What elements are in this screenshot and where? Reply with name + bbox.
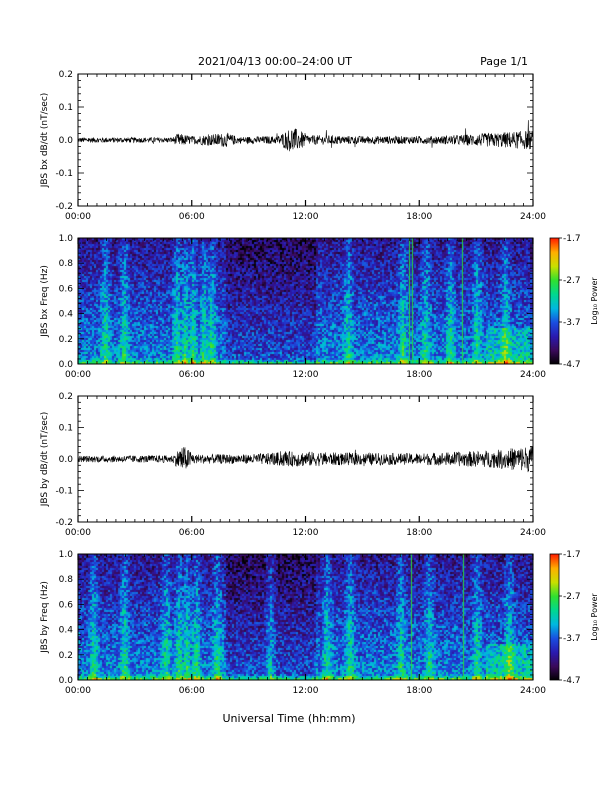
y-tick-label: 0.6 xyxy=(59,600,74,610)
x-tick-label: 24:00 xyxy=(520,370,546,380)
y-axis-title: JBS bx Freq (Hz) xyxy=(40,265,50,338)
bx-derivative-panel: 0.2 0.1 0.0 -0.1 -0.2 JBS bx dB/dt (nT/sec) 00… xyxy=(40,70,546,222)
x-tick-label: 18:00 xyxy=(406,370,432,380)
signal-trace xyxy=(77,120,534,152)
y-tick-label: 0.4 xyxy=(59,626,74,636)
x-tick-label: 12:00 xyxy=(293,528,319,538)
y-tick-label: -0.2 xyxy=(55,202,73,212)
by-spectrogram-panel: 1.0 0.8 0.6 0.4 0.2 0.0 JBS by Freq (Hz) 00:00 0… xyxy=(40,550,599,696)
x-axis-title: Universal Time (hh:mm) xyxy=(223,712,356,725)
y-tick-label: 0.2 xyxy=(59,392,73,402)
x-tick-label: 18:00 xyxy=(406,528,432,538)
y-tick-label: 0.0 xyxy=(59,136,74,146)
colorbar-title: Log₁₀ Power xyxy=(590,593,599,641)
y-tick-label: 0.0 xyxy=(59,455,74,465)
x-tick-label: 00:00 xyxy=(65,686,91,696)
y-tick-label: 1.0 xyxy=(59,234,74,244)
by-derivative-panel: 0.2 0.1 0.0 -0.1 -0.2 JBS by dB/dt (nT/sec) 00… xyxy=(40,392,546,538)
y-tick-label: 0.8 xyxy=(59,575,74,585)
x-tick-label: 00:00 xyxy=(65,370,91,380)
colorbar-frame xyxy=(549,553,560,681)
spectrogram-image xyxy=(78,238,533,364)
bx-spectrogram-panel: 1.0 0.8 0.6 0.4 0.2 0.0 JBS bx Freq (Hz) 00:00 0… xyxy=(40,234,599,380)
y-tick-label: 0.2 xyxy=(59,651,73,661)
signal-trace xyxy=(77,445,534,473)
x-tick-label: 00:00 xyxy=(65,528,91,538)
colorbar-frame xyxy=(549,237,560,365)
y-tick-label: -0.2 xyxy=(55,518,73,528)
y-tick-label: 0.0 xyxy=(59,676,74,686)
colorbar-tick-label: -1.7 xyxy=(563,234,581,244)
colorbar-title: Log₁₀ Power xyxy=(590,277,599,325)
colorbar xyxy=(550,554,559,680)
y-tick-label: 0.2 xyxy=(59,335,73,345)
y-tick-label: 0.1 xyxy=(59,424,73,434)
y-tick-label: 0.0 xyxy=(59,360,74,370)
x-tick-label: 18:00 xyxy=(406,686,432,696)
colorbar-tick-label: -4.7 xyxy=(563,676,581,686)
y-tick-label: 0.1 xyxy=(59,103,73,113)
spectrogram-image xyxy=(78,554,533,680)
x-tick-label: 12:00 xyxy=(293,212,319,222)
colorbar-tick-label: -2.7 xyxy=(563,592,581,602)
colorbar-tick-label: -3.7 xyxy=(563,634,581,644)
x-tick-label: 06:00 xyxy=(179,528,205,538)
x-tick-label: 12:00 xyxy=(293,370,319,380)
y-tick-label: 1.0 xyxy=(59,550,74,560)
y-tick-label: 0.8 xyxy=(59,259,74,269)
colorbar-tick-label: -3.7 xyxy=(563,318,581,328)
y-tick-label: -0.1 xyxy=(55,487,73,497)
y-axis-title: JBS by dB/dt (nT/sec) xyxy=(40,412,50,508)
y-tick-label: 0.2 xyxy=(59,70,73,80)
y-axis-title: JBS bx dB/dt (nT/sec) xyxy=(40,93,50,189)
x-tick-label: 24:00 xyxy=(520,528,546,538)
y-axis-title: JBS by Freq (Hz) xyxy=(40,581,50,654)
x-tick-label: 06:00 xyxy=(179,212,205,222)
x-tick-label: 24:00 xyxy=(520,686,546,696)
x-tick-label: 24:00 xyxy=(520,212,546,222)
page-number: Page 1/1 xyxy=(480,55,528,68)
x-tick-label: 18:00 xyxy=(406,212,432,222)
colorbar-tick-label: -4.7 xyxy=(563,360,581,370)
colorbar xyxy=(550,238,559,364)
colorbar-tick-label: -2.7 xyxy=(563,276,581,286)
x-tick-label: 06:00 xyxy=(179,686,205,696)
y-tick-label: 0.6 xyxy=(59,284,74,294)
x-tick-label: 06:00 xyxy=(179,370,205,380)
x-tick-label: 12:00 xyxy=(293,686,319,696)
y-tick-label: 0.4 xyxy=(59,310,74,320)
x-tick-label: 00:00 xyxy=(65,212,91,222)
colorbar-tick-label: -1.7 xyxy=(563,550,581,560)
y-tick-label: -0.1 xyxy=(55,169,73,179)
figure-title: 2021/04/13 00:00–24:00 UT xyxy=(198,55,352,68)
